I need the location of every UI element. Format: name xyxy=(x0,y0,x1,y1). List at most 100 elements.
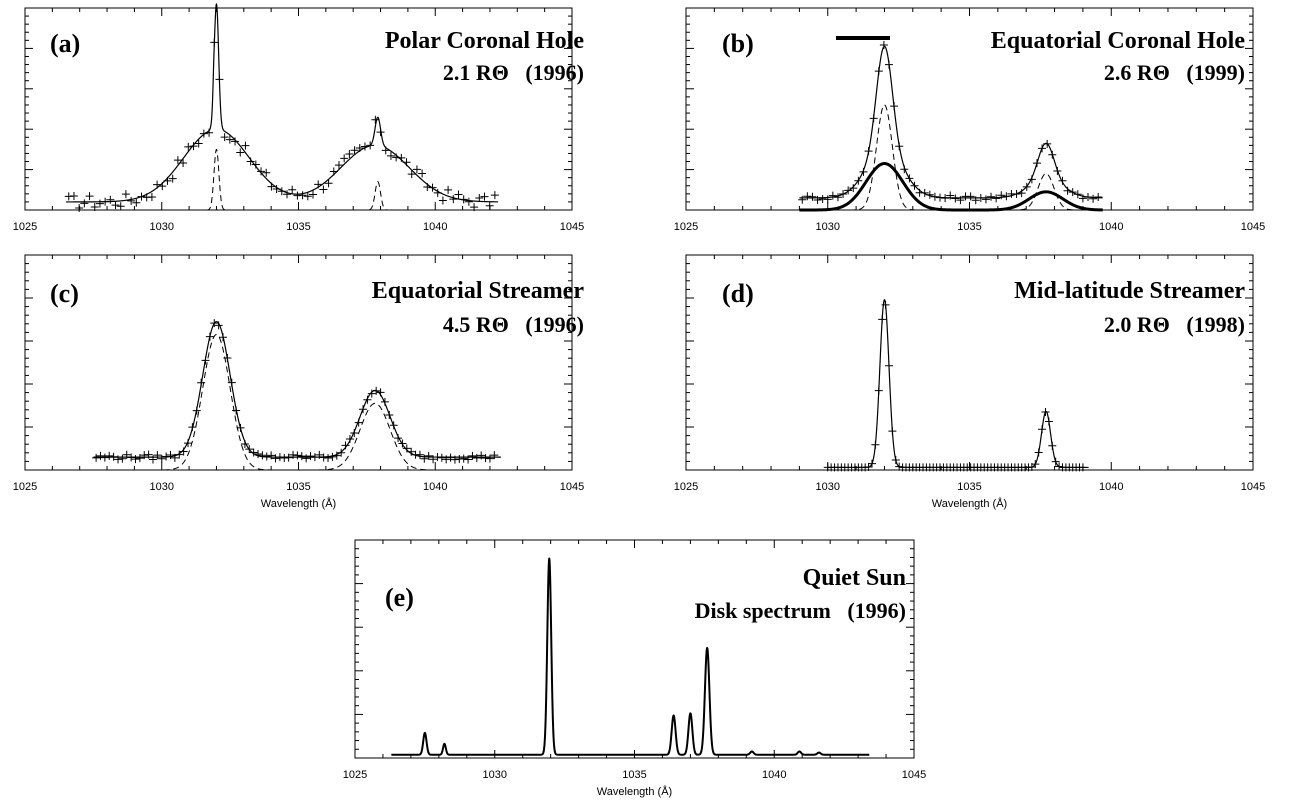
panel-a-subtitle: 2.1 RΘ (1996) xyxy=(443,60,584,85)
panel-b-data-point xyxy=(1017,189,1026,198)
panel-c-data-point xyxy=(289,450,298,459)
panel-b-data-point xyxy=(925,190,934,199)
panel-a-data-point xyxy=(449,195,458,204)
panel-d-data-point xyxy=(1078,463,1087,472)
panel-d-title: Mid-latitude Streamer xyxy=(1014,278,1245,304)
panel-c-data-point xyxy=(372,386,381,395)
panel-b-data-point xyxy=(976,194,985,203)
x-tick-label: 1030 xyxy=(816,481,840,493)
panel-a-data-point xyxy=(267,182,276,191)
panel-a-data-point xyxy=(127,196,136,205)
panel-c-data-point xyxy=(345,435,354,444)
panel-c-data-point xyxy=(205,332,214,341)
panel-e-subtitle: Disk spectrum (1996) xyxy=(695,598,906,623)
x-tick-label: 1025 xyxy=(343,769,367,781)
panel-c-data-point xyxy=(490,451,499,460)
panel-d-data-point xyxy=(1048,441,1057,450)
panel-a-data-point xyxy=(470,203,479,212)
panel-a-data-point xyxy=(490,191,499,200)
panel-a-data-point xyxy=(475,193,484,202)
panel-c-data-point xyxy=(135,454,144,463)
panel-b-data-point xyxy=(890,102,899,111)
panel-c-data-point xyxy=(232,406,241,415)
panel-a-data-point xyxy=(116,202,125,211)
panel-a-data-point xyxy=(69,191,78,200)
panel-a-data-point xyxy=(412,165,421,174)
panel-a-data-point xyxy=(163,176,172,185)
panel-b-marks xyxy=(798,41,1104,212)
panel-c-ticks: 1025 1030 1035 1040 1045 Wavelength (Å) xyxy=(13,255,584,510)
x-tick-label: 1040 xyxy=(762,769,786,781)
panel-a-data-point xyxy=(194,139,203,148)
panel-c-data-point xyxy=(262,452,271,461)
panel-b-data-point xyxy=(1053,166,1062,175)
x-tick-label: 1035 xyxy=(286,481,310,493)
panel-c-data-point xyxy=(337,448,346,457)
panel-c-data-point xyxy=(315,450,324,459)
panel-b-data-point xyxy=(910,181,919,190)
panel-b-curve-0 xyxy=(799,45,1104,199)
panel-a-data-point xyxy=(173,156,182,165)
panel-a-data-point xyxy=(371,115,380,124)
panel-a-data-point xyxy=(75,203,84,212)
panel-a-data-point xyxy=(392,153,401,162)
x-tick-label: 1025 xyxy=(674,221,698,233)
panel-b-data-point xyxy=(1063,186,1072,195)
panel-c-data-point xyxy=(210,319,219,328)
panel-b-data-point xyxy=(839,190,848,199)
panel-a-data-point xyxy=(277,187,286,196)
panel-d: 1025 1030 1035 1040 1045 Wavelength (Å) (d) M… xyxy=(674,254,1265,510)
panel-c-data-point xyxy=(179,447,188,456)
panel-d-data-point xyxy=(1051,457,1060,466)
panel-a-data-point xyxy=(210,38,219,47)
panel-c-data-point xyxy=(127,453,136,462)
panel-a-data-point xyxy=(340,154,349,163)
panel-b-data-point xyxy=(966,192,975,201)
panel-c-data-point xyxy=(442,455,451,464)
x-tick-label: 1030 xyxy=(150,221,174,233)
panel-d-data-point xyxy=(1038,425,1047,434)
panel-c-data-point xyxy=(192,406,201,415)
x-tick-label: 1040 xyxy=(423,221,447,233)
panel-c-data-point xyxy=(402,444,411,453)
panel-c-data-point xyxy=(240,440,249,449)
panel-a-data-point xyxy=(158,182,167,191)
x-tick-label: 1045 xyxy=(1241,481,1265,493)
panel-a-data-point xyxy=(360,142,369,151)
panel-c-data-point xyxy=(227,378,236,387)
panel-e-title: Quiet Sun xyxy=(803,565,906,591)
panel-a-data-point xyxy=(433,188,442,197)
panel-c-data-point xyxy=(324,454,333,463)
panel-b-title: Equatorial Coronal Hole xyxy=(991,28,1246,54)
panel-b-data-point xyxy=(895,142,904,151)
panel-b-data-point xyxy=(823,195,832,204)
panel-a-data-point xyxy=(189,142,198,151)
panel-d-letter: (d) xyxy=(722,279,754,308)
panel-b-data-point xyxy=(859,167,868,176)
panel-d-ticks: 1025 1030 1035 1040 1045 Wavelength (Å) xyxy=(674,255,1265,510)
panel-b-data-point xyxy=(1068,188,1077,197)
x-axis-label: Wavelength (Å) xyxy=(597,785,672,798)
x-tick-label: 1040 xyxy=(423,481,447,493)
panel-b-data-point xyxy=(1043,139,1052,148)
panel-c-curve-1 xyxy=(93,334,502,471)
x-tick-label: 1035 xyxy=(286,221,310,233)
panel-c-data-point xyxy=(258,451,267,460)
panel-c-data-point xyxy=(201,356,210,365)
panel-b-data-point xyxy=(946,191,955,200)
panel-a-data-point xyxy=(402,158,411,167)
panel-a-data-point xyxy=(350,146,359,155)
panel-a-data-point xyxy=(314,180,323,189)
panel-c-data-point xyxy=(122,450,131,459)
panel-a-data-point xyxy=(480,192,489,201)
panel-a-data-point xyxy=(225,135,234,144)
panel-a-data-point xyxy=(418,169,427,178)
panel-c-data-point xyxy=(363,395,372,404)
panel-a-data-point xyxy=(386,151,395,160)
panel-c-data-point xyxy=(223,353,232,362)
panel-b-data-point xyxy=(1032,159,1041,168)
panel-a-data-point xyxy=(298,191,307,200)
panel-a-data-point xyxy=(407,170,416,179)
panel-b-data-point xyxy=(1094,192,1103,201)
panel-c-data-point xyxy=(131,455,140,464)
